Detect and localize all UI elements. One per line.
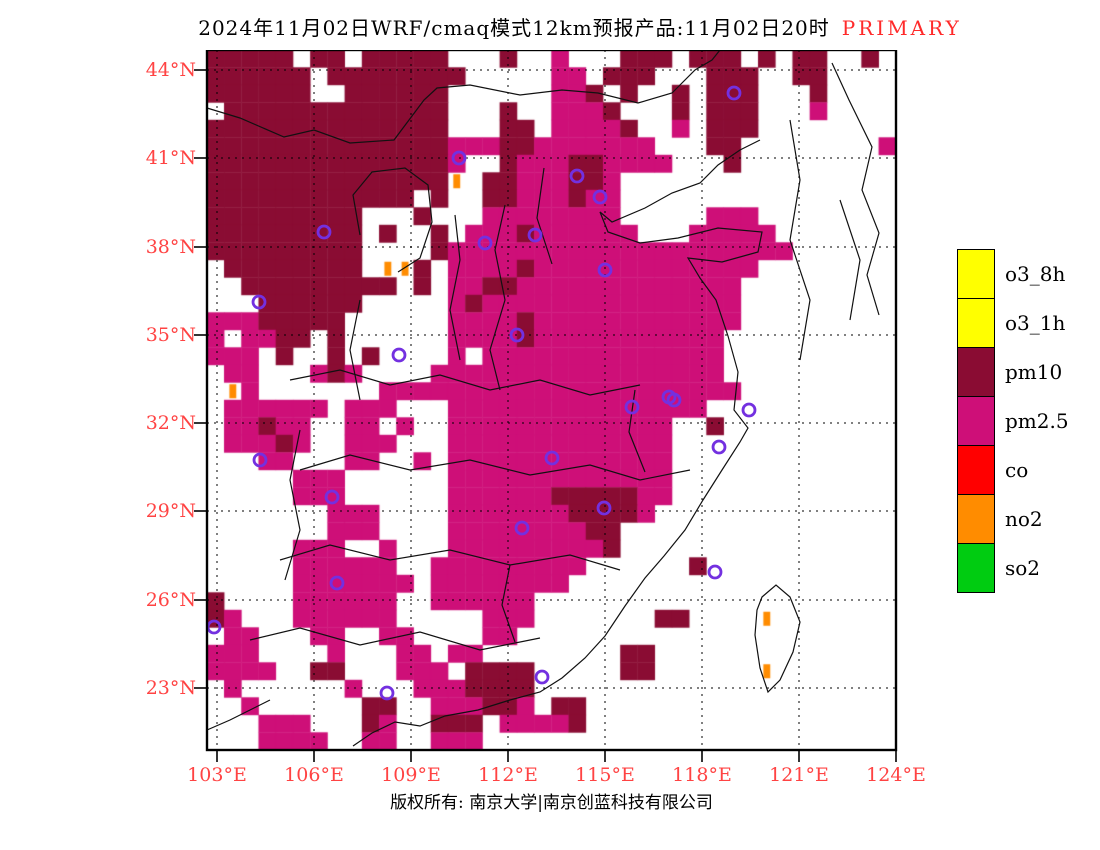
legend-swatch (957, 347, 995, 397)
lat-tick-label: 41°N (145, 147, 196, 169)
legend-item-pm10: pm10 (957, 347, 1100, 397)
city-marker (451, 150, 467, 166)
city-marker (596, 500, 612, 516)
city-marker (544, 450, 560, 466)
lon-tick-label: 109°E (381, 764, 441, 786)
city-marker (329, 575, 345, 591)
city-marker (316, 224, 332, 240)
title-primary-tag: PRIMARY (841, 16, 962, 40)
lat-tick-label: 29°N (145, 500, 196, 522)
legend-label: pm10 (1005, 360, 1063, 384)
legend-label: no2 (1005, 507, 1043, 531)
lon-tick-label: 115°E (575, 764, 635, 786)
city-marker (707, 564, 723, 580)
city-marker (251, 294, 267, 310)
legend-swatch (957, 494, 995, 544)
lat-tick-label: 35°N (145, 324, 196, 346)
legend-swatch (957, 543, 995, 593)
lon-tick-label: 103°E (187, 764, 247, 786)
city-markers (206, 85, 757, 701)
lat-tick-label: 23°N (145, 677, 196, 699)
city-marker (252, 452, 268, 468)
taiwan-outline (754, 584, 801, 694)
lat-lon-gridlines (207, 50, 896, 750)
page-title: 2024年11月02日WRF/cmaq模式12km预报产品:11月02日20时 P… (198, 12, 962, 41)
legend-item-co: co (957, 445, 1100, 495)
city-marker (477, 235, 493, 251)
city-marker (741, 402, 757, 418)
lat-tick-label: 44°N (145, 59, 196, 81)
lat-tick-label: 38°N (145, 236, 196, 258)
legend-item-pm2.5: pm2.5 (957, 396, 1100, 446)
lat-tick-label: 32°N (145, 412, 196, 434)
legend-item-so2: so2 (957, 543, 1100, 593)
legend-item-o3_8h: o3_8h (957, 249, 1100, 299)
pollutant-legend: o3_8h o3_1h pm10 pm2.5 co no2 so2 (957, 249, 1100, 593)
city-marker (534, 669, 550, 685)
city-marker (597, 262, 613, 278)
map-overlay (194, 50, 898, 762)
pollutant-raster-canvas (207, 50, 896, 750)
city-marker (509, 327, 525, 343)
city-marker (206, 619, 222, 635)
city-marker (726, 85, 742, 101)
lon-tick-label: 124°E (866, 764, 926, 786)
lon-tick-label: 121°E (769, 764, 829, 786)
city-marker (324, 489, 340, 505)
city-marker (514, 520, 530, 536)
map-plot (194, 50, 898, 762)
city-marker (624, 399, 640, 415)
city-marker (527, 227, 543, 243)
city-marker (569, 168, 585, 184)
title-main: 2024年11月02日WRF/cmaq模式12km预报产品:11月02日20时 (198, 16, 830, 40)
province-borders (206, 50, 880, 747)
city-marker (592, 189, 608, 205)
city-marker (666, 392, 682, 408)
legend-label: so2 (1005, 556, 1041, 580)
legend-swatch (957, 396, 995, 446)
city-marker (391, 347, 407, 363)
legend-label: co (1005, 458, 1029, 482)
lon-tick-label: 112°E (478, 764, 538, 786)
lon-tick-label: 118°E (672, 764, 732, 786)
city-marker (711, 439, 727, 455)
legend-item-no2: no2 (957, 494, 1100, 544)
legend-swatch (957, 445, 995, 495)
axis-ticks (194, 69, 897, 762)
legend-swatch (957, 249, 995, 299)
map-frame (205, 50, 898, 752)
legend-label: pm2.5 (1005, 409, 1069, 433)
legend-label: o3_1h (1005, 311, 1066, 335)
copyright-line: 版权所有: 南京大学|南京创蓝科技有限公司 (390, 793, 713, 813)
legend-label: o3_8h (1005, 262, 1066, 286)
legend-item-o3_1h: o3_1h (957, 298, 1100, 348)
city-marker (379, 685, 395, 701)
lon-tick-label: 106°E (284, 764, 344, 786)
legend-swatch (957, 298, 995, 348)
lat-tick-label: 26°N (145, 589, 196, 611)
